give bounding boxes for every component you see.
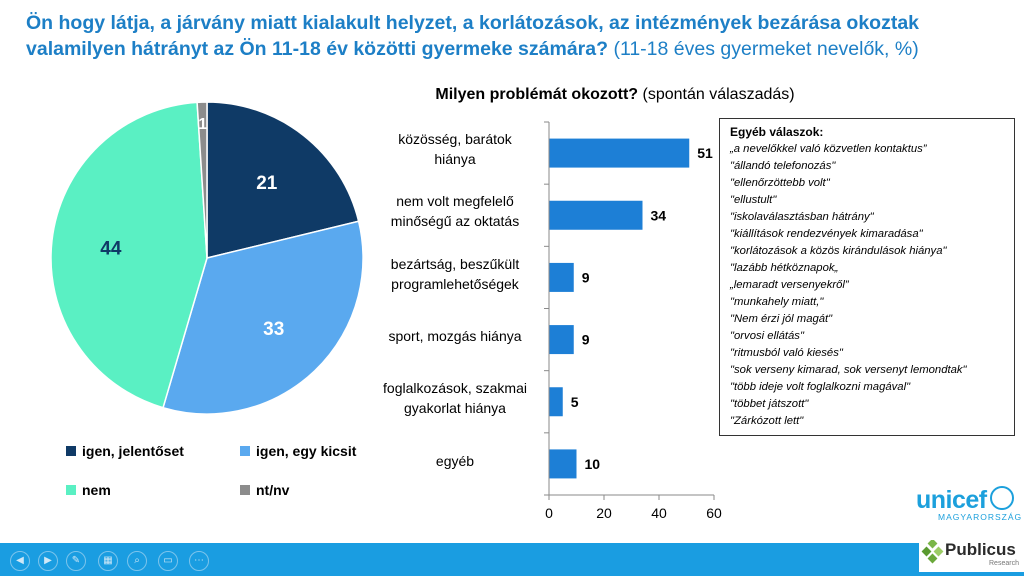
bar-value-label: 10 [585,456,601,472]
legend-label: igen, egy kicsit [256,443,357,459]
other-answer-item: "lazább hétköznapok„ [730,262,839,274]
legend-label: nt/nv [256,482,290,498]
bar [549,387,563,417]
bar-value-label: 51 [697,145,713,161]
other-answer-item: "állandó telefonozás" [730,160,836,172]
other-answer-item: "sok verseny kimarad, sok versenyt lemon… [730,364,967,376]
x-tick-label: 40 [651,505,667,521]
bar-category-label: egyéb [435,453,475,469]
other-answer-item: "korlátozások a közös kirándulások hiány… [730,245,947,257]
unicef-wordmark: unicef [916,486,987,514]
publicus-logo: Publicus Research [919,534,1024,572]
pie-slice-label: 21 [256,173,278,194]
other-answer-item: "orvosi ellátás" [730,330,804,342]
other-answer-item: "Nem érzi jól magát" [730,313,833,325]
bar-title-normal: (spontán válaszadás) [638,86,795,103]
publicus-sub: Research [989,560,1019,567]
legend-label: igen, jelentőset [82,443,184,459]
previous-slide-button[interactable]: ◀ [10,551,30,571]
legend-item-jelentoset: igen, jelentőset [66,443,184,459]
other-answer-item: "iskolaválasztásban hátrány" [730,211,874,223]
other-answers-header: Egyéb válaszok: [730,125,824,139]
other-answer-item: "ellenőrzöttebb volt" [730,177,830,189]
bar-category-label: közösség, barátok hiánya [398,131,512,167]
x-tick-label: 60 [706,505,722,521]
pie-slice-label: 1 [198,116,207,133]
subtitles-button[interactable]: ▭ [158,551,178,571]
presentation-toolbar: ◀ ▶ ✎ ▦ ⌕ ▭ ⋯ [0,543,1024,576]
bar [549,449,577,479]
bar-category-label: foglalkozások, szakmai gyakorlat hiánya [383,380,527,416]
title-sub: (11-18 éves gyermeket nevelők, %) [608,38,919,60]
bar-category-label: sport, mozgás hiánya [388,328,522,344]
other-answers-box: Egyéb válaszok: „a nevelőkkel való közve… [719,118,1015,436]
other-answer-item: "kiállítások rendezvények kimaradása" [730,228,923,240]
legend-swatch [66,446,76,456]
pie-slice [206,101,360,259]
pie-chart: 21 33 44 1 [50,101,364,415]
other-answer-item: "többet játszott" [730,398,809,410]
bar-value-label: 5 [571,394,579,410]
x-tick-label: 20 [596,505,612,521]
legend-item-egy-kicsit: igen, egy kicsit [240,443,356,459]
pen-tool-button[interactable]: ✎ [66,551,86,571]
legend-item-ntnv: nt/nv [240,482,289,498]
zoom-button[interactable]: ⌕ [127,551,147,571]
publicus-emblem-icon [921,540,944,564]
legend-item-nem: nem [66,482,111,498]
legend-swatch [66,485,76,495]
pie-slice [162,220,364,415]
bar-category-label: bezártság, beszűkült programlehetőségek [390,256,520,292]
slide-grid-button[interactable]: ▦ [98,551,118,571]
pie-slice-label: 33 [263,319,284,340]
unicef-logo: unicef MAGYARORSZÁG [916,486,1024,522]
bar-category-label: nem volt megfelelő minőségű az oktatás [390,193,520,229]
other-answer-item: "több ideje volt foglalkozni magával" [730,381,911,393]
bar [549,262,574,292]
pie-slice [196,101,208,259]
bar [549,138,690,168]
other-answer-item: „lemaradt versenyekről” [730,279,849,291]
legend-swatch [240,485,250,495]
other-answer-item: "ritmusból való kiesés" [730,347,843,359]
x-tick-label: 0 [545,505,553,521]
bar [549,325,574,355]
legend-label: nem [82,482,111,498]
pie-slice-label: 44 [100,238,122,259]
pie-slice [50,101,208,409]
more-options-button[interactable]: ⋯ [189,551,209,571]
other-answer-item: "Zárkózott lett" [730,415,804,427]
bar-chart-title: Milyen problémát okozott? (spontán válas… [380,86,850,104]
unicef-country: MAGYARORSZÁG [938,512,1023,522]
other-answer-item: "ellustult" [730,194,777,206]
unicef-emblem-icon [989,486,1014,510]
bar-title-bold: Milyen problémát okozott? [435,86,639,103]
bar [549,200,643,230]
bar-value-label: 34 [651,207,667,223]
bar-value-label: 9 [582,269,590,285]
bar-value-label: 9 [582,332,590,348]
next-slide-button[interactable]: ▶ [38,551,58,571]
legend-swatch [240,446,250,456]
other-answer-item: "munkahely miatt," [730,296,824,308]
title-main: Ön hogy látja, a járvány miatt kialakult… [26,12,920,60]
publicus-wordmark: Publicus [945,540,1016,559]
other-answer-item: „a nevelőkkel való közvetlen kontaktus” [730,143,927,155]
slide-title: Ön hogy látja, a járvány miatt kialakult… [26,10,1006,62]
